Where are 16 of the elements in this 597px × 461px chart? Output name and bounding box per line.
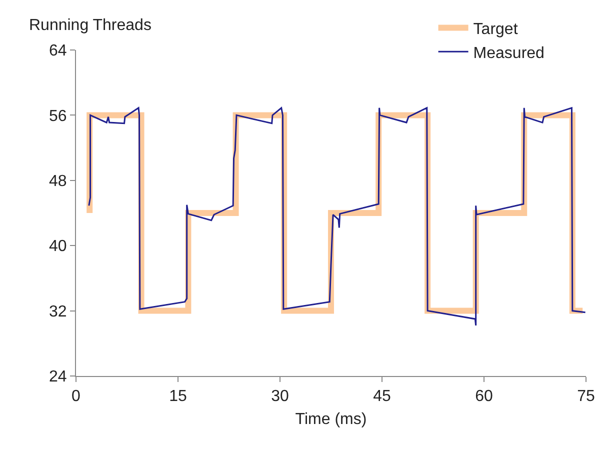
y-tick-label: 32 <box>49 303 67 320</box>
y-tick-label: 40 <box>49 238 67 256</box>
y-tick-label: 56 <box>49 108 67 125</box>
x-tick-label: 15 <box>169 388 187 406</box>
y-tick-label: 48 <box>49 173 67 190</box>
x-tick-label: 75 <box>577 388 595 406</box>
x-tick-label: 30 <box>271 388 289 406</box>
legend-label: Measured <box>473 44 544 62</box>
x-tick-label: 0 <box>72 388 81 406</box>
y-tick-label: 64 <box>49 42 67 60</box>
legend-label: Target <box>473 21 518 38</box>
y-tick-label: 24 <box>49 368 67 386</box>
x-tick-label: 60 <box>475 388 493 406</box>
x-tick-label: 45 <box>373 388 391 406</box>
x-axis-title: Time (ms) <box>295 410 367 428</box>
y-axis-title: Running Threads <box>29 17 152 34</box>
